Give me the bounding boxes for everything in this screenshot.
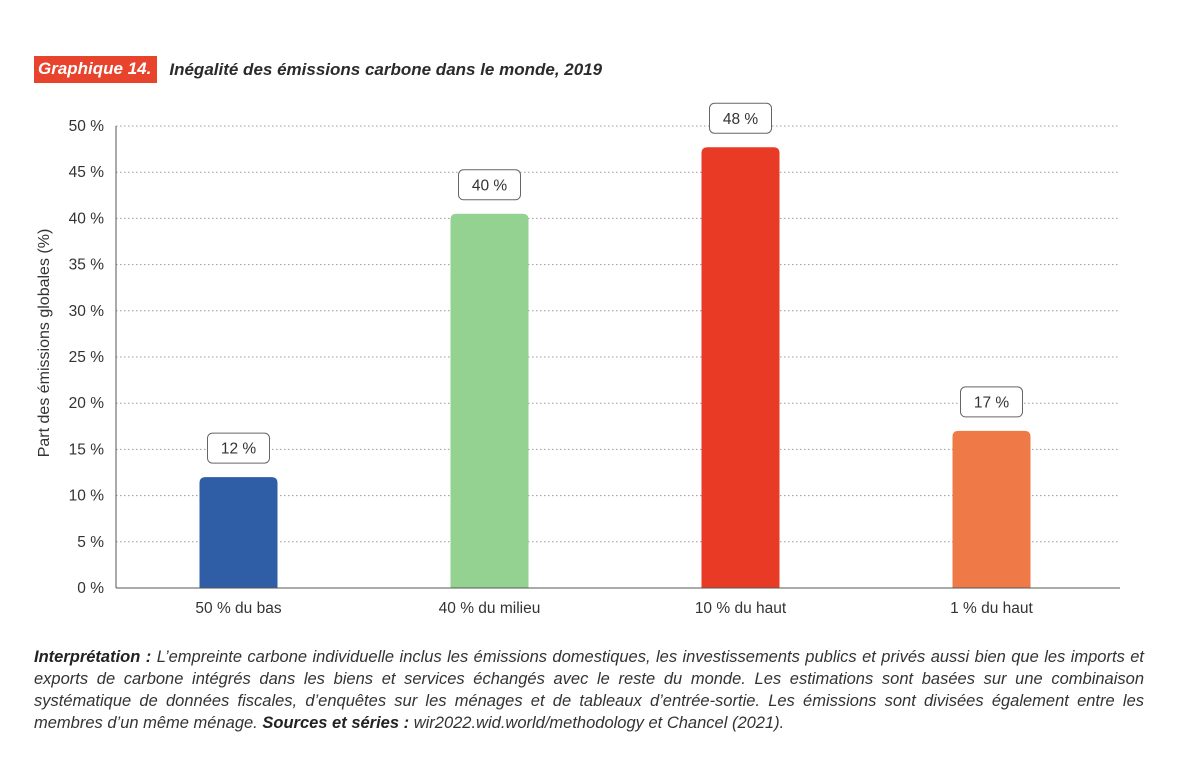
x-tick-label: 1 % du haut [950,600,1033,617]
x-axis-ticks: 50 % du bas 40 % du milieu 10 % du haut 1 %… [195,600,1033,617]
bar [199,477,278,588]
data-label-text: 40 % [472,177,508,194]
x-tick-label: 40 % du milieu [439,600,541,617]
data-label: 48 % [709,102,772,134]
y-axis-ticks: 0 % 5 % 10 % 15 % 20 % 25 % 30 % 35 % 40 % 45 % 50… [69,118,105,597]
bar [952,430,1031,588]
y-tick-label: 40 % [69,210,105,227]
data-label: 17 % [960,386,1023,418]
y-tick-label: 25 % [69,349,105,366]
interpretation-note: Interprétation : L’empreinte carbone ind… [34,646,1144,734]
y-tick-label: 10 % [69,488,105,505]
data-label-box [960,386,1023,418]
y-tick-label: 0 % [77,580,104,597]
y-axis-label: Part des émissions globales (%) [36,229,53,458]
y-tick-label: 50 % [69,118,105,135]
data-label: 40 % [458,169,521,201]
y-tick-label: 20 % [69,395,105,412]
data-label: 12 % [207,432,270,464]
bar [701,147,780,588]
y-tick-label: 15 % [69,441,105,458]
x-tick-label: 10 % du haut [695,600,787,617]
sources-text: wir2022.wid.world/methodology et Chancel… [409,714,785,732]
data-label-text: 12 % [221,441,257,458]
y-tick-label: 45 % [69,164,105,181]
interpretation-text: L’empreinte carbone individuelle inclus … [34,648,1144,732]
chart-title: Inégalité des émissions carbone dans le … [169,59,603,79]
bars [199,147,1031,588]
figure-number-badge: Graphique 14. [34,56,158,83]
data-label-box [207,432,270,464]
data-label-text: 17 % [974,394,1010,411]
y-tick-label: 5 % [77,534,104,551]
bar [450,213,529,588]
data-label-box [709,102,772,134]
bar-chart: 0 % 5 % 10 % 15 % 20 % 25 % 30 % 35 % 40 % 45 % 50… [36,102,1120,617]
y-tick-label: 35 % [69,257,105,274]
chart-header: Graphique 14. Inégalité des émissions ca… [34,56,602,83]
interpretation-label: Interprétation : [34,648,152,666]
sources-label: Sources et séries : [262,714,410,732]
data-label-text: 48 % [723,111,759,128]
x-tick-label: 50 % du bas [195,600,281,617]
data-labels: 12 % 40 % 48 % 17 % [207,102,1023,464]
data-label-box [458,169,521,201]
y-tick-label: 30 % [69,303,105,320]
